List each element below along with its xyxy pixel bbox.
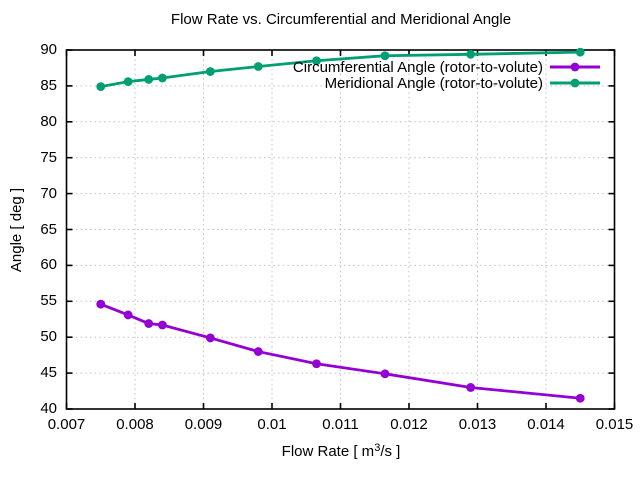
y-tick-label: 45 — [40, 364, 57, 382]
data-point-1-7 — [380, 51, 390, 61]
legend-sample-meridional-icon — [550, 78, 600, 88]
data-point-1-1 — [123, 77, 133, 86]
data-point-1-2 — [144, 75, 154, 84]
data-point-1-6 — [312, 56, 321, 66]
x-tick-label: 0.012 — [390, 416, 428, 433]
y-tick-label: 80 — [40, 112, 57, 130]
y-tick-label: 90 — [40, 41, 57, 58]
data-point-1-0 — [96, 82, 106, 92]
y-tick-label: 85 — [40, 76, 57, 94]
y-tick-label: 60 — [40, 256, 57, 274]
x-axis-label-superscript: 3 — [374, 442, 381, 454]
data-point-1-4 — [205, 67, 215, 76]
data-point-0-3 — [158, 320, 167, 330]
x-tick-label: 0.013 — [458, 416, 497, 433]
series-line-0 — [99, 302, 582, 400]
legend-label-circumferential: Circumferential Angle (rotor-to-volute) — [292, 58, 543, 76]
legend-point-icon — [570, 62, 580, 72]
x-axis-label-text: Flow Rate [ m — [281, 443, 375, 460]
x-tick-label: 0.015 — [595, 416, 634, 433]
data-point-1-8 — [466, 49, 476, 59]
y-tick-label: 50 — [40, 328, 57, 346]
y-tick-label: 65 — [40, 220, 57, 238]
legend: Circumferential Angle (rotor-to-volute) … — [292, 58, 600, 92]
x-axis-label-unit: /s ] — [380, 443, 401, 460]
x-tick-label: 0.014 — [527, 416, 565, 433]
data-point-1-5 — [253, 62, 263, 71]
legend-item-meridional: Meridional Angle (rotor-to-volute) — [293, 74, 600, 92]
y-tick-label: 75 — [40, 148, 57, 166]
data-point-0-5 — [253, 347, 263, 356]
x-tick-label: 0.007 — [47, 416, 86, 433]
x-tick-label: 0.008 — [116, 416, 154, 433]
data-point-0-7 — [380, 369, 390, 379]
legend-item-circumferential: Circumferential Angle (rotor-to-volute) — [292, 58, 600, 76]
x-tick-label: 0.011 — [322, 416, 359, 433]
x-axis-label: Flow Rate [ m3/s ] — [67, 442, 615, 462]
series-line-1 — [99, 50, 582, 89]
x-tick-label: 0.009 — [184, 416, 223, 433]
data-point-0-2 — [144, 319, 154, 328]
data-point-0-4 — [205, 333, 215, 343]
chart-title: Flow Rate vs. Circumferential and Meridi… — [170, 11, 512, 28]
data-point-0-8 — [466, 383, 476, 392]
data-point-0-1 — [123, 310, 133, 320]
data-point-1-3 — [158, 73, 167, 83]
x-tick-label: 0.01 — [257, 416, 287, 433]
y-tick-label: 40 — [40, 400, 57, 417]
data-point-0-6 — [312, 359, 321, 369]
data-point-0-9 — [575, 393, 585, 403]
y-tick-label: 70 — [40, 184, 57, 202]
data-point-0-0 — [96, 299, 106, 309]
legend-label-meridional: Meridional Angle (rotor-to-volute) — [324, 74, 543, 92]
legend-point-icon — [570, 78, 580, 88]
legend-sample-circumferential-icon — [550, 62, 600, 72]
y-tick-label: 55 — [40, 292, 57, 310]
data-point-1-9 — [575, 47, 585, 57]
